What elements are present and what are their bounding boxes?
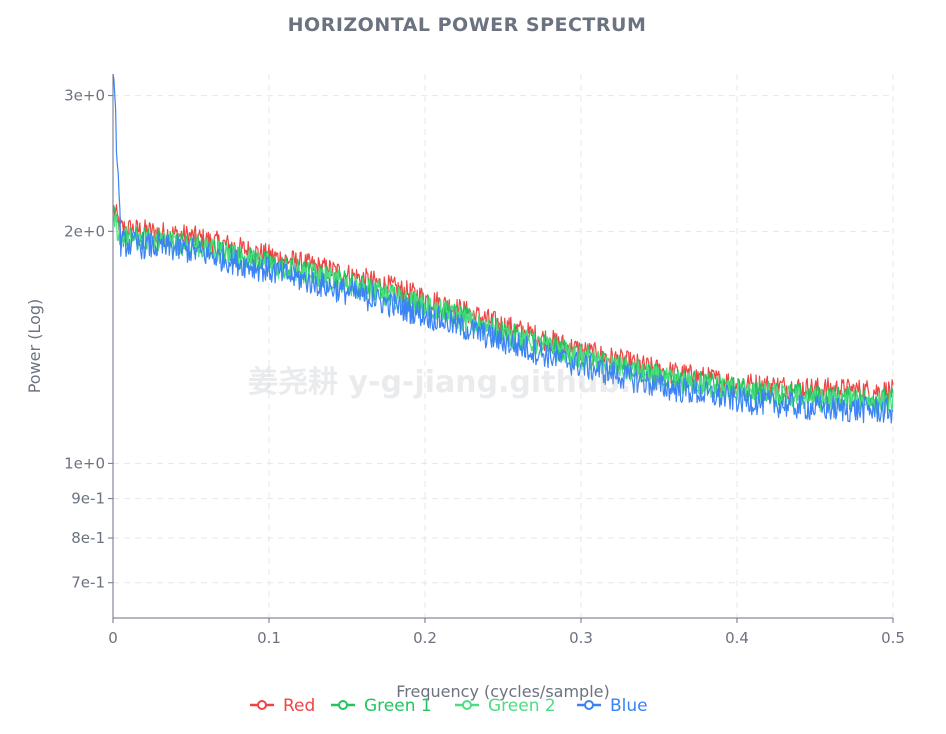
x-axis-label: Frequency (cycles/sample): [396, 682, 609, 701]
chart-title: HORIZONTAL POWER SPECTRUM: [288, 14, 647, 36]
x-tick-label: 0.3: [569, 629, 593, 647]
x-tick-label: 0: [108, 629, 118, 647]
legend-item-green-2[interactable]: Green 2: [455, 696, 556, 716]
legend-label: Green 1: [364, 696, 432, 716]
series-layer: [112, 73, 894, 424]
x-tick-label: 0.1: [257, 629, 281, 647]
series-line-green-2: [112, 213, 894, 414]
watermark: 姜尧耕 y-g-jiang.github.io: [248, 365, 662, 400]
y-axis-label: Power (Log): [25, 299, 44, 394]
x-ticks: 0 0.1 0.2 0.3 0.4 0.5: [108, 618, 905, 647]
series-line-blue: [112, 73, 894, 424]
legend-label: Blue: [610, 696, 648, 716]
y-tick-label: 2e+0: [64, 222, 105, 240]
grid-lines: [113, 74, 894, 618]
legend-marker: [338, 700, 348, 710]
x-tick-label: 0.2: [413, 629, 437, 647]
legend-item-red[interactable]: Red: [250, 696, 315, 716]
legend-item-green-1[interactable]: Green 1: [331, 696, 432, 716]
legend: Red Green 1 Green 2 Blue: [250, 696, 648, 716]
legend-marker: [257, 700, 267, 710]
y-tick-label: 9e-1: [71, 490, 105, 508]
legend-marker: [462, 700, 472, 710]
x-tick-label: 0.4: [725, 629, 749, 647]
y-tick-label: 8e-1: [71, 529, 105, 547]
legend-label: Red: [283, 696, 315, 716]
y-ticks: 3e+0 2e+0 1e+0 9e-1 8e-1 7e-1: [64, 87, 113, 592]
y-tick-label: 1e+0: [64, 454, 105, 472]
legend-item-blue[interactable]: Blue: [577, 696, 648, 716]
x-tick-label: 0.5: [881, 629, 905, 647]
y-tick-label: 3e+0: [64, 87, 105, 105]
legend-label: Green 2: [488, 696, 556, 716]
y-tick-label: 7e-1: [71, 574, 105, 592]
legend-marker: [584, 700, 594, 710]
